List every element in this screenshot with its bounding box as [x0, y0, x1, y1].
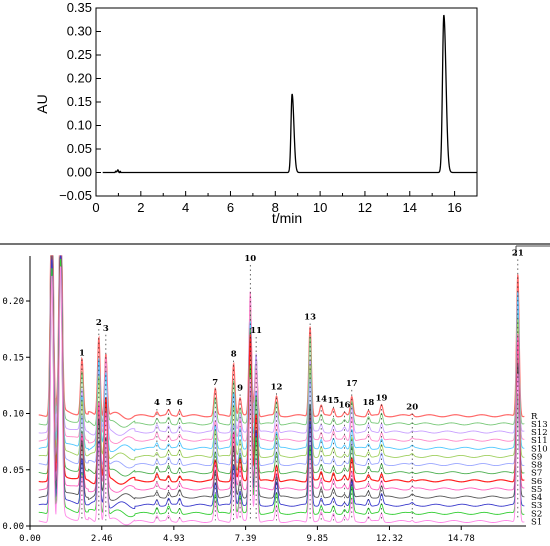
- peak-label-1: 1: [79, 349, 85, 359]
- trace-label-S1: S1: [531, 518, 542, 528]
- trace-line-S10: [38, 255, 525, 453]
- trace-label-S2: S2: [531, 509, 542, 519]
- peak-label-2: 2: [96, 318, 102, 328]
- top-y-tick-label: −0.05: [59, 188, 92, 203]
- peak-label-10: 10: [244, 254, 256, 264]
- top-series-line: [102, 14, 477, 174]
- top-x-tick-label: 12: [358, 200, 372, 215]
- peak-label-16: 16: [339, 400, 351, 410]
- trace-label-R: R: [531, 412, 538, 422]
- top-y-tick-label: 0.35: [67, 0, 92, 15]
- bottom-y-tick-label: 0.15: [2, 353, 24, 363]
- top-y-ticks: −0.05 0.00 0.05 0.10 0.15 0.20 0.25 0.30 0.35: [59, 0, 101, 203]
- trace-line-S5: [38, 255, 525, 493]
- top-x-tick-label: 8: [272, 200, 279, 215]
- peak-label-5: 5: [166, 398, 172, 408]
- trace-label-S8: S8: [531, 461, 542, 471]
- trace-line-S11: [38, 255, 525, 444]
- peak-label-13: 13: [304, 313, 316, 323]
- bottom-x-tick-label: 2.46: [91, 534, 113, 544]
- trace-line-S8: [38, 255, 525, 469]
- top-plot-frame: [95, 7, 478, 197]
- top-y-tick-label: 0.00: [67, 165, 92, 180]
- trace-line-S12: [38, 255, 525, 436]
- bottom-y-tick-label: 0.10: [2, 410, 24, 420]
- peak-label-9: 9: [237, 383, 243, 393]
- bottom-x-tick-label: 14.78: [448, 534, 475, 544]
- peak-label-20: 20: [406, 403, 418, 413]
- top-chart: 0 2 4 6 8 10 12 14 16 −0.05 0.00 0.05 0.10 0.15 0.20 0…: [34, 0, 478, 226]
- trace-line-S4: [38, 255, 525, 501]
- peak-label-15: 15: [328, 396, 340, 406]
- peak-label-18: 18: [363, 398, 375, 408]
- bottom-x-tick-label: 0.00: [19, 534, 41, 544]
- trace-label-S10: S10: [531, 444, 548, 454]
- peak-label-19: 19: [376, 394, 388, 404]
- trace-label-S9: S9: [531, 452, 542, 462]
- top-y-tick-label: 0.15: [67, 94, 92, 109]
- trace-line-R: [38, 255, 525, 420]
- top-x-tick-label: 16: [447, 200, 461, 215]
- bottom-y-tick-label: 0.00: [2, 522, 24, 532]
- top-x-tick-label: 10: [313, 200, 327, 215]
- bottom-y-tick-label: 0.20: [2, 297, 24, 307]
- peak-label-4: 4: [154, 398, 160, 408]
- bottom-x-tick-label: 9.85: [307, 534, 329, 544]
- peak-label-3: 3: [103, 324, 109, 334]
- bottom-x-ticks: 0.00 2.46 4.93 7.39 9.85 12.32 14.78: [19, 526, 475, 544]
- corner-bracket: [515, 245, 550, 256]
- bottom-x-tick-label: 12.32: [376, 534, 403, 544]
- top-x-tick-label: 6: [227, 200, 234, 215]
- top-y-tick-label: 0.30: [67, 24, 92, 39]
- top-x-ticks: 0 2 4 6 8 10 12 14 16: [92, 191, 462, 215]
- top-x-tick-label: 4: [182, 200, 189, 215]
- trace-label-S11: S11: [531, 436, 548, 446]
- peak-label-11: 11: [250, 326, 262, 336]
- trace-label-S3: S3: [531, 501, 542, 511]
- peak-label-12: 12: [271, 382, 283, 392]
- trace-line-S13: [38, 255, 525, 428]
- trace-line-S1: [38, 266, 525, 526]
- peak-label-8: 8: [231, 350, 237, 360]
- top-x-tick-label: 14: [403, 200, 417, 215]
- bottom-y-ticks: 0.00 0.05 0.10 0.15 0.20: [2, 297, 30, 532]
- trace-label-S13: S13: [531, 420, 548, 430]
- bottom-x-tick-label: 4.93: [163, 534, 185, 544]
- trace-line-S2: [38, 258, 525, 518]
- trace-label-S7: S7: [531, 469, 542, 479]
- peak-label-21: 21: [512, 248, 524, 258]
- trace-label-S4: S4: [531, 493, 542, 503]
- top-y-tick-label: 0.25: [67, 47, 92, 62]
- trace-label-S5: S5: [531, 485, 542, 495]
- trace-label-S12: S12: [531, 428, 548, 438]
- top-y-tick-label: 0.10: [67, 118, 92, 133]
- top-y-axis-label: AU: [34, 94, 50, 113]
- peak-label-7: 7: [212, 378, 218, 388]
- peak-label-6: 6: [177, 398, 183, 408]
- trace-line-S9: [38, 255, 525, 461]
- top-x-tick-label: 2: [137, 200, 144, 215]
- bottom-traces: [38, 255, 525, 526]
- bottom-x-tick-label: 7.39: [235, 534, 257, 544]
- peak-label-17: 17: [346, 379, 358, 389]
- trace-line-S6: [38, 255, 525, 485]
- top-x-tick-label: 0: [92, 200, 99, 215]
- peak-label-14: 14: [315, 395, 327, 405]
- top-y-tick-label: 0.20: [67, 71, 92, 86]
- trace-label-S6: S6: [531, 477, 542, 487]
- trace-line-S3: [38, 255, 525, 510]
- trace-line-S7: [38, 255, 525, 477]
- top-y-tick-label: 0.05: [67, 141, 92, 156]
- top-x-axis-label: t/min: [272, 210, 302, 226]
- bottom-y-tick-label: 0.05: [2, 466, 24, 476]
